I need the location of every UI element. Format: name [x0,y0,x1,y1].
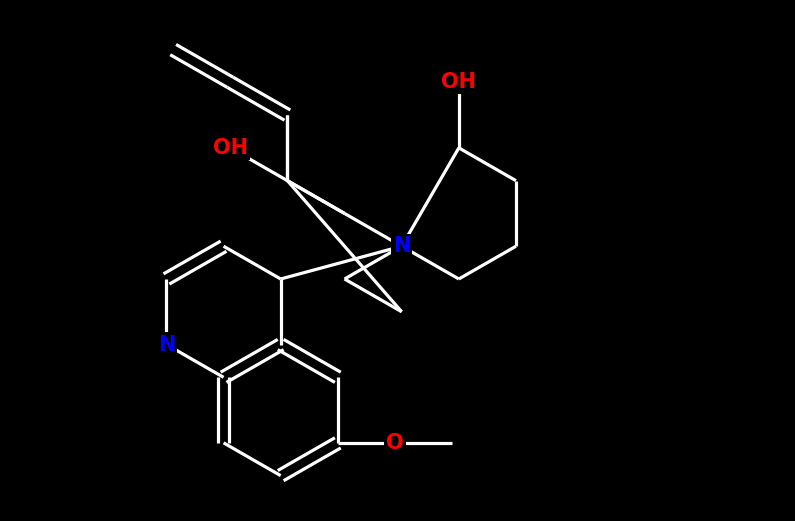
Text: N: N [157,334,175,354]
Text: OH: OH [213,138,248,158]
Text: N: N [393,236,410,256]
Text: O: O [386,433,404,453]
Text: OH: OH [441,72,476,92]
